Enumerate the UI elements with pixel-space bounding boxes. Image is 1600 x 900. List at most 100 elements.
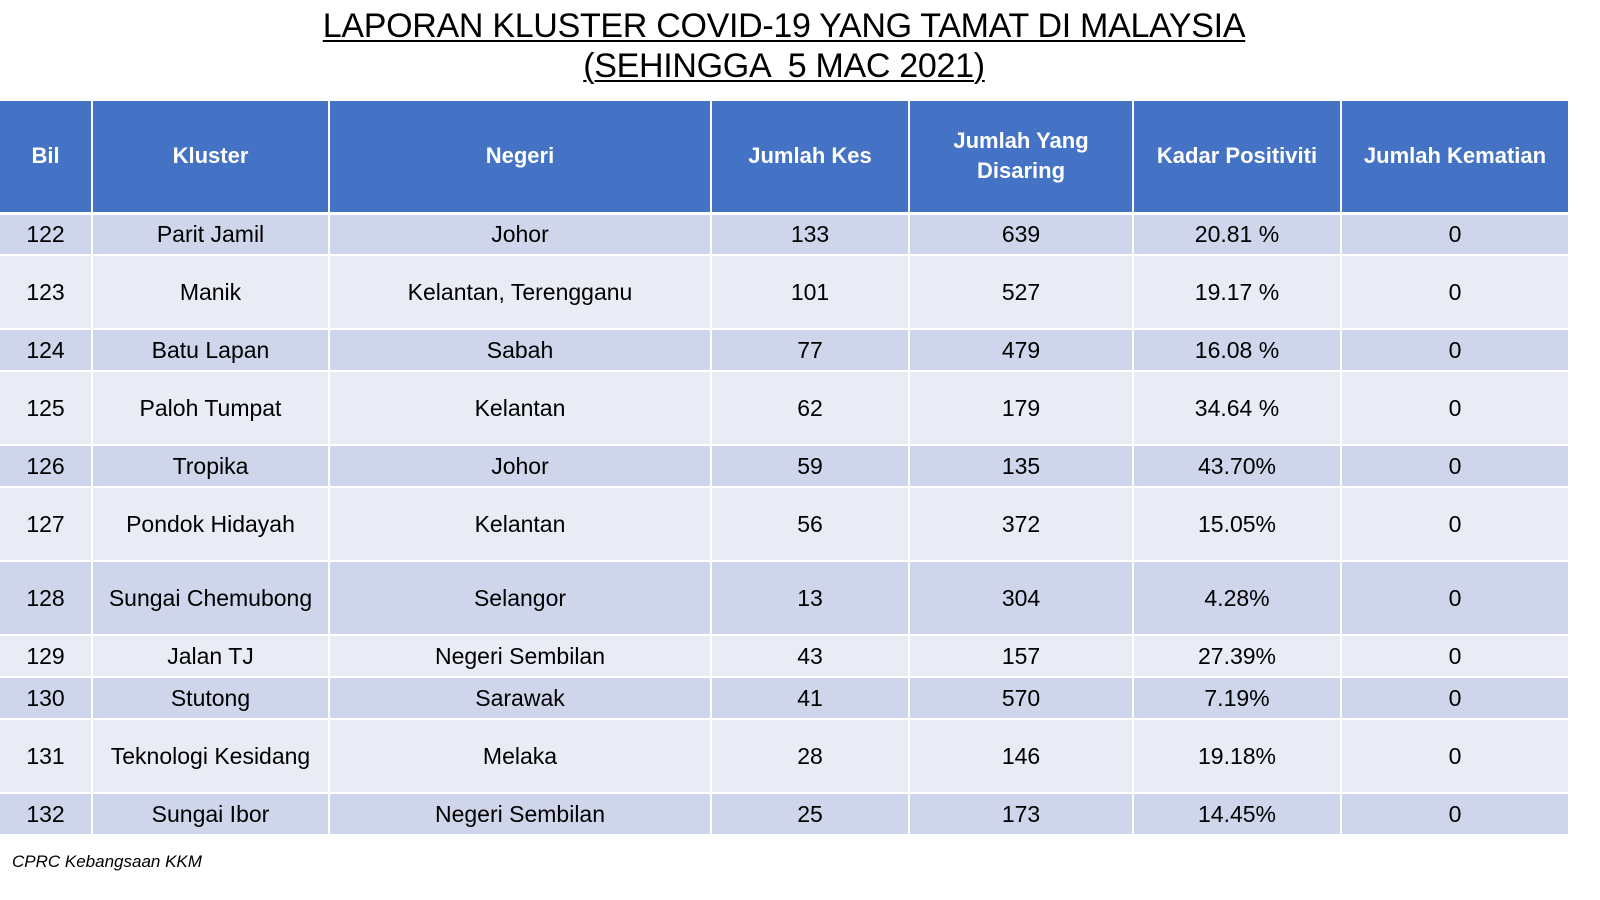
table-row: 132 Sungai Ibor Negeri Sembilan 25 173 1… [0,793,1568,836]
report-subtitle-date: (SEHINGGA 5 MAC 2021) [583,47,985,85]
cell-jumlah-kes: 101 [711,255,910,330]
cell-kadar-positiviti: 27.39% [1133,635,1342,678]
table-row: 122 Parit Jamil Johor 133 639 20.81 % 0 [0,213,1568,256]
cell-negeri: Johor [329,445,712,488]
cell-negeri: Negeri Sembilan [329,635,712,678]
cell-jumlah-disaring: 304 [909,561,1134,636]
table-row: 124 Batu Lapan Sabah 77 479 16.08 % 0 [0,329,1568,372]
cell-bil: 130 [0,677,93,720]
header-jumlah-kes: Jumlah Kes [711,101,910,215]
cell-kadar-positiviti: 20.81 % [1133,213,1342,256]
cell-kadar-positiviti: 7.19% [1133,677,1342,720]
cell-jumlah-disaring: 179 [909,371,1134,446]
cell-negeri: Negeri Sembilan [329,793,712,836]
header-jumlah-disaring: Jumlah Yang Disaring [909,101,1134,215]
cell-kadar-positiviti: 34.64 % [1133,371,1342,446]
cell-bil: 126 [0,445,93,488]
cell-kadar-positiviti: 16.08 % [1133,329,1342,372]
cell-jumlah-kematian: 0 [1341,445,1568,488]
cell-jumlah-kes: 77 [711,329,910,372]
cell-bil: 129 [0,635,93,678]
cell-bil: 125 [0,371,93,446]
cell-kadar-positiviti: 19.17 % [1133,255,1342,330]
cell-bil: 122 [0,213,93,256]
cell-negeri: Kelantan, Terengganu [329,255,712,330]
table-row: 131 Teknologi Kesidang Melaka 28 146 19.… [0,719,1568,794]
cell-jumlah-kematian: 0 [1341,719,1568,794]
cell-jumlah-disaring: 479 [909,329,1134,372]
cell-negeri: Johor [329,213,712,256]
cell-kadar-positiviti: 19.18% [1133,719,1342,794]
cell-bil: 124 [0,329,93,372]
cell-kluster: Paloh Tumpat [92,371,330,446]
header-row: Bil Kluster Negeri Jumlah Kes Jumlah Yan… [0,101,1568,215]
cell-jumlah-disaring: 570 [909,677,1134,720]
table-row: 129 Jalan TJ Negeri Sembilan 43 157 27.3… [0,635,1568,678]
cell-kadar-positiviti: 4.28% [1133,561,1342,636]
cell-jumlah-disaring: 639 [909,213,1134,256]
cell-jumlah-disaring: 372 [909,487,1134,562]
cell-negeri: Kelantan [329,371,712,446]
table-row: 125 Paloh Tumpat Kelantan 62 179 34.64 %… [0,371,1568,446]
table-row: 130 Stutong Sarawak 41 570 7.19% 0 [0,677,1568,720]
cell-bil: 131 [0,719,93,794]
cell-negeri: Sarawak [329,677,712,720]
report-title-block: LAPORAN KLUSTER COVID-19 YANG TAMAT DI M… [0,6,1568,86]
cell-kadar-positiviti: 14.45% [1133,793,1342,836]
cell-jumlah-kematian: 0 [1341,677,1568,720]
table-row: 128 Sungai Chemubong Selangor 13 304 4.2… [0,561,1568,636]
cell-jumlah-kes: 25 [711,793,910,836]
cell-jumlah-disaring: 146 [909,719,1134,794]
header-jumlah-kematian: Jumlah Kematian [1341,101,1568,215]
cell-jumlah-disaring: 527 [909,255,1134,330]
table-body: 122 Parit Jamil Johor 133 639 20.81 % 0 … [0,213,1568,836]
table-row: 126 Tropika Johor 59 135 43.70% 0 [0,445,1568,488]
cell-negeri: Melaka [329,719,712,794]
cell-bil: 128 [0,561,93,636]
cell-jumlah-kematian: 0 [1341,487,1568,562]
header-kluster: Kluster [92,101,330,215]
cell-jumlah-kes: 43 [711,635,910,678]
cell-jumlah-kematian: 0 [1341,635,1568,678]
cell-jumlah-disaring: 135 [909,445,1134,488]
cell-jumlah-disaring: 173 [909,793,1134,836]
cell-jumlah-kes: 56 [711,487,910,562]
report-title: LAPORAN KLUSTER COVID-19 YANG TAMAT DI M… [322,7,1246,45]
cell-kadar-positiviti: 43.70% [1133,445,1342,488]
cell-jumlah-kes: 41 [711,677,910,720]
cell-kluster: Jalan TJ [92,635,330,678]
cell-kluster: Batu Lapan [92,329,330,372]
cell-jumlah-kematian: 0 [1341,561,1568,636]
header-kadar-positiviti: Kadar Positiviti [1133,101,1342,215]
cell-kadar-positiviti: 15.05% [1133,487,1342,562]
cell-jumlah-kes: 28 [711,719,910,794]
cell-kluster: Sungai Ibor [92,793,330,836]
cell-negeri: Sabah [329,329,712,372]
cell-jumlah-kematian: 0 [1341,213,1568,256]
cell-negeri: Selangor [329,561,712,636]
table-header: Bil Kluster Negeri Jumlah Kes Jumlah Yan… [0,101,1568,215]
cell-jumlah-kes: 13 [711,561,910,636]
table-row: 123 Manik Kelantan, Terengganu 101 527 1… [0,255,1568,330]
cell-jumlah-kematian: 0 [1341,793,1568,836]
cluster-table: Bil Kluster Negeri Jumlah Kes Jumlah Yan… [0,101,1568,836]
cell-bil: 123 [0,255,93,330]
cell-bil: 132 [0,793,93,836]
cell-jumlah-kematian: 0 [1341,329,1568,372]
cell-negeri: Kelantan [329,487,712,562]
cell-jumlah-kematian: 0 [1341,371,1568,446]
cell-kluster: Tropika [92,445,330,488]
cell-kluster: Manik [92,255,330,330]
cell-kluster: Parit Jamil [92,213,330,256]
cell-jumlah-kematian: 0 [1341,255,1568,330]
cell-jumlah-kes: 59 [711,445,910,488]
source-footer: CPRC Kebangsaan KKM [12,852,202,871]
cell-kluster: Sungai Chemubong [92,561,330,636]
cell-kluster: Stutong [92,677,330,720]
cell-jumlah-disaring: 157 [909,635,1134,678]
table-row: 127 Pondok Hidayah Kelantan 56 372 15.05… [0,487,1568,562]
cell-kluster: Pondok Hidayah [92,487,330,562]
cell-bil: 127 [0,487,93,562]
cell-kluster: Teknologi Kesidang [92,719,330,794]
header-bil: Bil [0,101,93,215]
